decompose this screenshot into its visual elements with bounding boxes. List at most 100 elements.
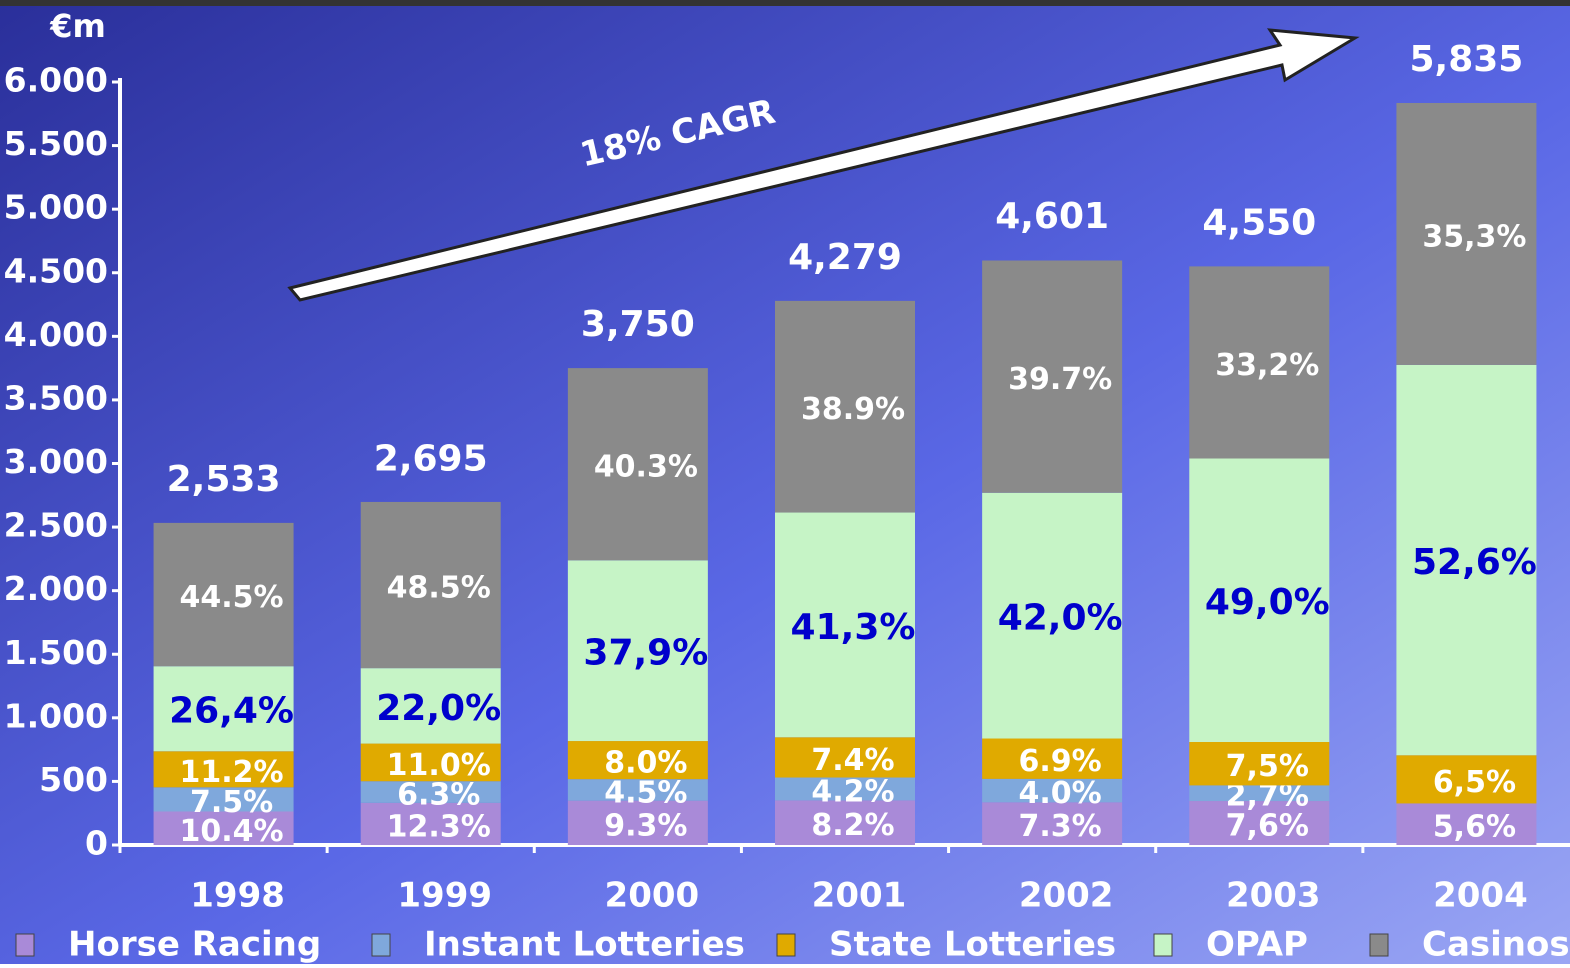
bar-segment bbox=[1396, 364, 1537, 756]
legend-label: Casinos bbox=[1422, 925, 1570, 965]
bar-segment bbox=[153, 522, 294, 667]
legend-swatch bbox=[1369, 933, 1389, 957]
segment-label: 7.4% bbox=[811, 743, 894, 778]
legend-label: OPAP bbox=[1206, 925, 1308, 965]
segment-label: 11.2% bbox=[180, 755, 284, 790]
segment-label: 38.9% bbox=[801, 392, 905, 427]
segment-label: 48.5% bbox=[387, 571, 491, 606]
segment-label: 8.0% bbox=[604, 746, 687, 781]
y-axis-label: €m bbox=[49, 7, 106, 45]
bar-segment bbox=[360, 743, 501, 782]
cagr-arrow bbox=[287, 28, 1360, 302]
segment-label: 8.2% bbox=[811, 808, 894, 843]
bar-segment bbox=[567, 779, 708, 801]
bar-segment bbox=[982, 492, 1123, 739]
bar-segment bbox=[1189, 266, 1330, 459]
segment-label: 6,5% bbox=[1433, 765, 1516, 800]
bar-segment bbox=[153, 787, 294, 812]
x-tick-label: 1999 bbox=[397, 876, 492, 916]
legend-label: State Lotteries bbox=[829, 925, 1116, 965]
total-label: 5,835 bbox=[1409, 39, 1523, 80]
y-tick-label: 3.000 bbox=[4, 442, 108, 481]
segment-label: 11.0% bbox=[387, 748, 491, 783]
bar-segment bbox=[1396, 803, 1537, 845]
total-label: 4,279 bbox=[788, 237, 902, 278]
bar-segment bbox=[775, 800, 915, 845]
segment-label: 7,6% bbox=[1226, 809, 1309, 844]
segment-label: 4.2% bbox=[811, 774, 894, 809]
segment-label: 4.5% bbox=[604, 775, 687, 810]
legend-swatch bbox=[776, 933, 796, 957]
x-tick-label: 2001 bbox=[812, 876, 907, 916]
x-tick-label: 2000 bbox=[605, 876, 700, 916]
segment-label: 49,0% bbox=[1205, 582, 1330, 623]
segment-label: 9.3% bbox=[604, 808, 687, 843]
bar-segment bbox=[567, 368, 708, 561]
bar-segment bbox=[360, 501, 501, 669]
bar-segment bbox=[1396, 102, 1537, 365]
segment-label: 7.5% bbox=[190, 785, 273, 820]
y-tick-label: 2.500 bbox=[4, 506, 108, 545]
segment-label: 5,6% bbox=[1433, 810, 1516, 845]
segment-label: 26,4% bbox=[169, 691, 294, 732]
segment-label: 42,0% bbox=[998, 598, 1123, 639]
bar-segment bbox=[775, 777, 915, 801]
segment-label: 10.4% bbox=[180, 814, 284, 849]
y-tick-label: 3.500 bbox=[4, 378, 108, 417]
segment-label: 4.0% bbox=[1019, 776, 1102, 811]
y-tick-label: 0 bbox=[85, 824, 108, 863]
y-tick-label: 4.000 bbox=[4, 315, 108, 354]
segment-label: 22,0% bbox=[376, 688, 501, 729]
segment-label: 33,2% bbox=[1215, 348, 1319, 383]
bar-segment bbox=[153, 751, 294, 788]
segment-label: 41,3% bbox=[791, 607, 916, 648]
y-tick-label: 500 bbox=[39, 760, 108, 799]
total-label: 3,750 bbox=[581, 304, 695, 345]
x-tick-label: 2002 bbox=[1019, 876, 1114, 916]
bar-segment bbox=[153, 666, 294, 752]
bar-segment bbox=[360, 781, 501, 803]
legend-swatch bbox=[371, 933, 391, 957]
legend-label: Instant Lotteries bbox=[424, 925, 745, 965]
segment-label: 12.3% bbox=[387, 809, 491, 844]
segment-label: 7,5% bbox=[1226, 749, 1309, 784]
bar-segment bbox=[153, 811, 294, 845]
segment-label: 35,3% bbox=[1422, 219, 1526, 254]
y-tick-label: 5.500 bbox=[4, 124, 108, 163]
y-tick-label: 5.000 bbox=[4, 188, 108, 227]
segment-label: 7.3% bbox=[1019, 809, 1102, 844]
x-tick-label: 2003 bbox=[1226, 876, 1321, 916]
bar-segment bbox=[567, 800, 708, 845]
segment-label: 37,9% bbox=[583, 633, 708, 674]
y-tick-label: 4.500 bbox=[4, 251, 108, 290]
segment-label: 39.7% bbox=[1008, 362, 1112, 397]
y-tick-label: 6.000 bbox=[4, 61, 108, 100]
bar-segment bbox=[360, 668, 501, 744]
bar-segment bbox=[982, 778, 1123, 803]
x-tick-label: 2004 bbox=[1433, 876, 1528, 916]
bar-segment bbox=[1189, 801, 1330, 845]
x-tick-label: 1998 bbox=[190, 876, 285, 916]
legend-swatch bbox=[15, 933, 35, 957]
segment-label: 44.5% bbox=[180, 580, 284, 615]
bar-segment bbox=[775, 512, 915, 738]
bar-segment bbox=[775, 300, 915, 513]
legend-label: Horse Racing bbox=[68, 925, 321, 965]
segment-label: 40.3% bbox=[594, 450, 698, 485]
y-tick-label: 1.000 bbox=[4, 696, 108, 735]
y-tick-label: 1.500 bbox=[4, 633, 108, 672]
segment-label: 6.9% bbox=[1019, 744, 1102, 779]
segment-label: 6.3% bbox=[397, 778, 480, 813]
total-label: 4,550 bbox=[1202, 202, 1316, 243]
bar-segment bbox=[982, 738, 1123, 779]
legend-swatch bbox=[1153, 933, 1173, 957]
top-border bbox=[0, 0, 1570, 6]
bar-segment bbox=[360, 802, 501, 845]
total-label: 4,601 bbox=[995, 196, 1109, 237]
total-label: 2,533 bbox=[167, 459, 281, 500]
y-tick-label: 2.000 bbox=[4, 569, 108, 608]
bar-segment bbox=[567, 560, 708, 742]
bar-segment bbox=[1189, 458, 1330, 743]
bar-segment bbox=[1189, 785, 1330, 802]
